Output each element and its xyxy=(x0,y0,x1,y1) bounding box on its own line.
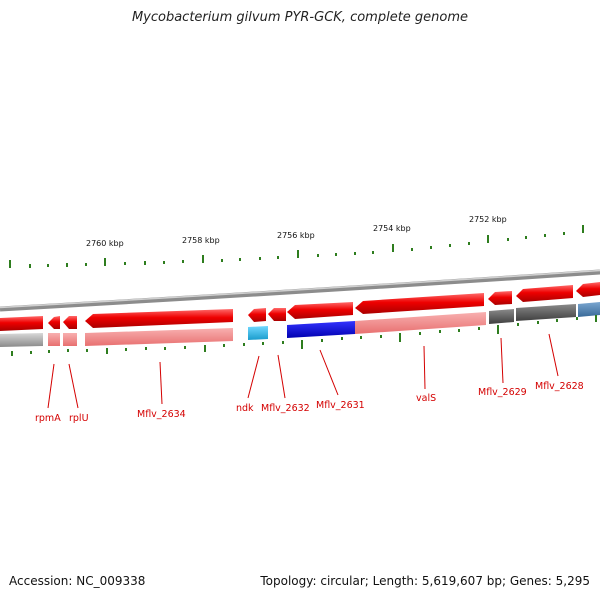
gene-label-Mflv_2631: Mflv_2631 xyxy=(316,400,365,411)
lower-track xyxy=(0,302,600,347)
scale-label-2760: 2760 kbp xyxy=(86,239,124,248)
map-title: Mycobacterium gilvum PYR-GCK, complete g… xyxy=(131,10,469,25)
scale-label-2756: 2756 kbp xyxy=(277,231,315,240)
gene-label-Mflv_2632: Mflv_2632 xyxy=(261,403,310,414)
gene-label-rpmA: rpmA xyxy=(35,413,61,424)
scale-label-2754: 2754 kbp xyxy=(373,224,411,233)
genome-summary-text: Topology: circular; Length: 5,619,607 bp… xyxy=(260,574,590,588)
gene-label-valS: valS xyxy=(416,393,436,404)
gene-arrows xyxy=(0,282,600,331)
top-scale-ticks xyxy=(9,225,584,268)
label-leaders xyxy=(47,333,559,409)
gene-label-rplU: rplU xyxy=(69,413,89,424)
bottom-scale-ticks xyxy=(11,315,597,356)
genome-backbone xyxy=(0,269,600,312)
gene-label-Mflv_2629: Mflv_2629 xyxy=(478,387,527,398)
gene-label-Mflv_2634: Mflv_2634 xyxy=(137,409,186,420)
scale-label-2752: 2752 kbp xyxy=(469,215,507,224)
scale-label-2758: 2758 kbp xyxy=(182,236,220,245)
accession-text: Accession: NC_009338 xyxy=(9,574,146,588)
gene-label-Mflv_2628: Mflv_2628 xyxy=(535,381,584,392)
gene-label-ndk: ndk xyxy=(236,403,254,414)
